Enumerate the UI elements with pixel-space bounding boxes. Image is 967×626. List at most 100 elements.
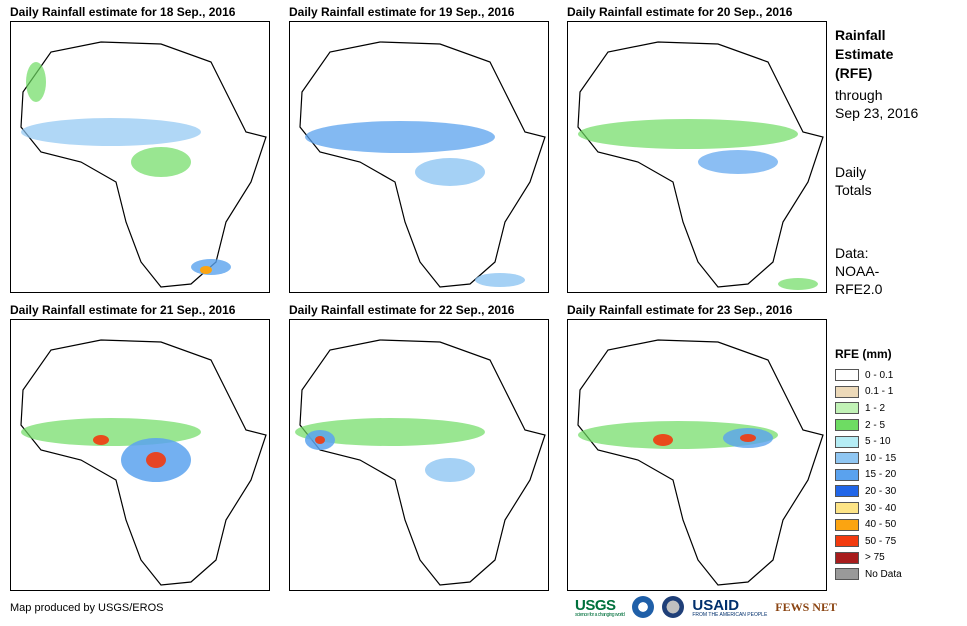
usgs-logo: USGS science for a changing world: [575, 596, 625, 618]
data-line: RFE2.0: [835, 281, 883, 297]
legend-label: 50 - 75: [865, 535, 897, 547]
legend-swatch: [835, 518, 859, 531]
rain-band-sahel: [305, 121, 495, 153]
legend-row: > 75: [835, 550, 902, 567]
africa-outline: [577, 339, 824, 586]
africa-rainfall-map: [289, 21, 549, 293]
legend-swatch: [835, 419, 859, 432]
legend-swatch: [835, 385, 859, 398]
legend-swatch: [835, 468, 859, 481]
africa-rainfall-map: [289, 319, 549, 591]
heading-line: (RFE): [835, 65, 873, 81]
usaid-logo: USAID FROM THE AMERICAN PEOPLE: [692, 597, 767, 618]
rain-patch-heavy: [315, 436, 325, 444]
legend-row: 40 - 50: [835, 516, 902, 533]
legend-row: 5 - 10: [835, 433, 902, 450]
through-label: through: [835, 87, 883, 103]
legend-row: No Data: [835, 566, 902, 583]
totals-line: Totals: [835, 182, 872, 198]
usgs-logo-text: USGS: [575, 596, 616, 614]
legend-swatch: [835, 369, 859, 382]
legend-row: 30 - 40: [835, 500, 902, 517]
legend-swatch: [835, 502, 859, 515]
africa-outline: [299, 41, 546, 288]
rain-patch-green: [131, 147, 191, 177]
rain-patch-heavy: [200, 266, 212, 274]
rfe-heading: Rainfall Estimate (RFE): [835, 26, 893, 83]
legend-label: No Data: [865, 568, 902, 580]
rain-patch-east: [698, 150, 778, 174]
rain-band-sahel: [578, 119, 798, 149]
legend-row: 0.1 - 1: [835, 384, 902, 401]
legend-label: 20 - 30: [865, 485, 897, 497]
rain-band-sahel: [21, 118, 201, 146]
heading-line: Rainfall: [835, 27, 886, 43]
totals-block: Daily Totals: [835, 163, 872, 199]
map-credit: Map produced by USGS/EROS: [10, 602, 164, 614]
africa-outline: [577, 41, 824, 288]
africa-outline: [299, 339, 546, 586]
legend-swatch: [835, 568, 859, 581]
africa-rainfall-map: [10, 319, 270, 591]
panel-title: Daily Rainfall estimate for 21 Sep., 201…: [10, 303, 236, 317]
legend-swatch: [835, 485, 859, 498]
usaid-tagline: FROM THE AMERICAN PEOPLE: [692, 611, 768, 618]
legend-swatch: [835, 452, 859, 465]
data-source-block: Data: NOAA- RFE2.0: [835, 244, 882, 298]
through-block: through Sep 23, 2016: [835, 86, 918, 122]
fews-net-logo-text: FEWS NET: [775, 599, 837, 614]
legend-swatch: [835, 435, 859, 448]
heading-line: Estimate: [835, 46, 894, 62]
rain-patch-south: [191, 259, 231, 275]
noaa-logo-icon: [632, 596, 655, 618]
legend-label: 30 - 40: [865, 502, 897, 514]
legend-title: RFE (mm): [835, 347, 892, 361]
rain-patch-heavy-west: [93, 435, 109, 445]
legend-label: 10 - 15: [865, 452, 897, 464]
rain-patch-coast: [26, 62, 46, 102]
africa-outline: [20, 339, 267, 586]
rain-patch-heavy: [740, 434, 756, 442]
data-line: NOAA-: [835, 263, 880, 279]
rain-patch-central: [425, 458, 475, 482]
legend-label: 0 - 0.1: [865, 369, 894, 381]
usaid-logo-text: USAID: [692, 596, 740, 614]
legend-row: 50 - 75: [835, 533, 902, 550]
africa-rainfall-map: [10, 21, 270, 293]
through-date: Sep 23, 2016: [835, 105, 919, 121]
legend-row: 2 - 5: [835, 417, 902, 434]
totals-line: Daily: [835, 164, 867, 180]
legend-row: 20 - 30: [835, 483, 902, 500]
rain-patch-south: [475, 273, 525, 287]
rain-patch-heavy: [146, 452, 166, 468]
rain-patch-central: [415, 158, 485, 186]
africa-rainfall-map: [567, 319, 827, 591]
legend-label: > 75: [865, 552, 885, 564]
fews-net-logo: FEWS NET: [775, 600, 837, 615]
legend-label: 15 - 20: [865, 469, 897, 481]
legend-row: 0 - 0.1: [835, 367, 902, 384]
legend-swatch: [835, 535, 859, 548]
partner-logos: USGS science for a changing world USAID …: [575, 596, 837, 618]
legend-swatch: [835, 402, 859, 415]
legend-label: 2 - 5: [865, 419, 886, 431]
usgs-tagline: science for a changing world: [575, 611, 625, 618]
panel-title: Daily Rainfall estimate for 19 Sep., 201…: [289, 5, 515, 19]
rain-patch-west: [653, 434, 673, 446]
panel-title: Daily Rainfall estimate for 22 Sep., 201…: [289, 303, 515, 317]
legend-swatch: [835, 551, 859, 564]
legend-label: 0.1 - 1: [865, 386, 894, 398]
legend-label: 1 - 2: [865, 402, 886, 414]
africa-rainfall-map: [567, 21, 827, 293]
panel-title: Daily Rainfall estimate for 18 Sep., 201…: [10, 5, 236, 19]
legend-label: 40 - 50: [865, 519, 897, 531]
rain-band-sahel: [295, 418, 485, 446]
nasa-logo-icon: [662, 596, 685, 618]
legend-row: 15 - 20: [835, 467, 902, 484]
legend-rows: 0 - 0.1 0.1 - 1 1 - 2 2 - 5 5 - 10 10 - 15 15 …: [835, 367, 902, 583]
rain-patch-south: [778, 278, 818, 290]
rfe-legend: RFE (mm) 0 - 0.1 0.1 - 1 1 - 2 2 - 5 5 - 10 1…: [835, 347, 902, 583]
africa-outline: [20, 41, 267, 288]
legend-row: 10 - 15: [835, 450, 902, 467]
legend-row: 1 - 2: [835, 400, 902, 417]
